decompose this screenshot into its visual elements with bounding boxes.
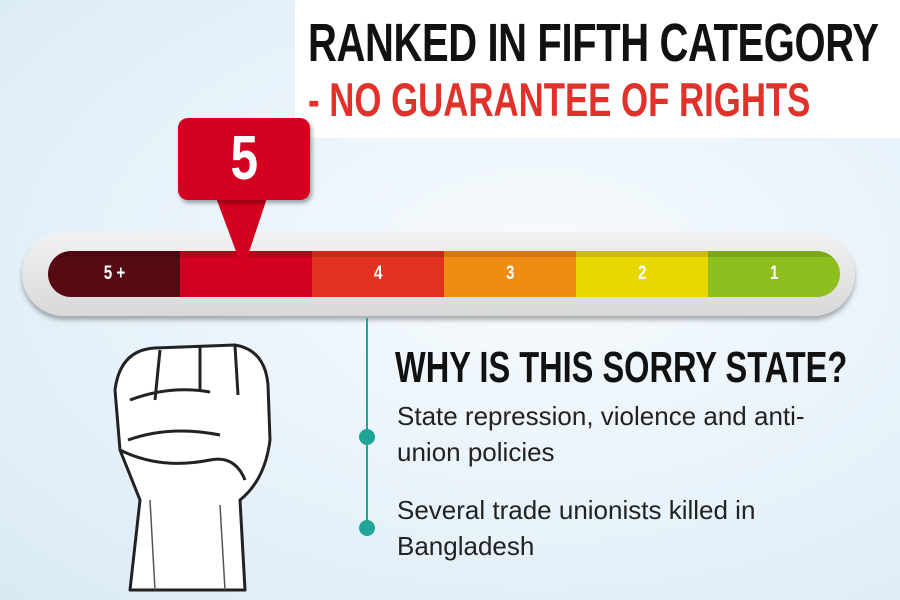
connector-line [366, 318, 368, 528]
raised-fist-icon [113, 343, 272, 592]
scale-segment-2: 2 [576, 251, 708, 297]
segment-label: 3 [505, 263, 515, 284]
scale-segment-5plus: 5 + [48, 251, 180, 297]
segment-label: 5 + [103, 263, 125, 284]
segment-label: 2 [637, 263, 647, 284]
scale-segment-3: 3 [444, 251, 576, 297]
segment-label: 1 [769, 263, 779, 284]
scale-segment-1: 1 [708, 251, 840, 297]
reasons-heading: WHY IS THIS SORRY STATE? [395, 343, 848, 392]
scale-segment-4: 4 [312, 251, 444, 297]
segment-label: 4 [373, 263, 383, 284]
bullet-dot [359, 520, 375, 536]
rating-marker: 5 [178, 118, 310, 200]
bullet-dot [359, 429, 375, 445]
page-title: RANKED IN FIFTH CATEGORY [308, 13, 879, 73]
rating-scale: 5 + 4 3 2 1 [48, 251, 840, 297]
page-subtitle: - NO GUARANTEE OF RIGHTS [308, 73, 811, 126]
reason-item: State repression, violence and anti-unio… [397, 401, 805, 467]
reason-item: Several trade unionists killed in Bangla… [397, 495, 756, 561]
title-panel [295, 0, 900, 138]
rating-value: 5 [230, 124, 258, 193]
